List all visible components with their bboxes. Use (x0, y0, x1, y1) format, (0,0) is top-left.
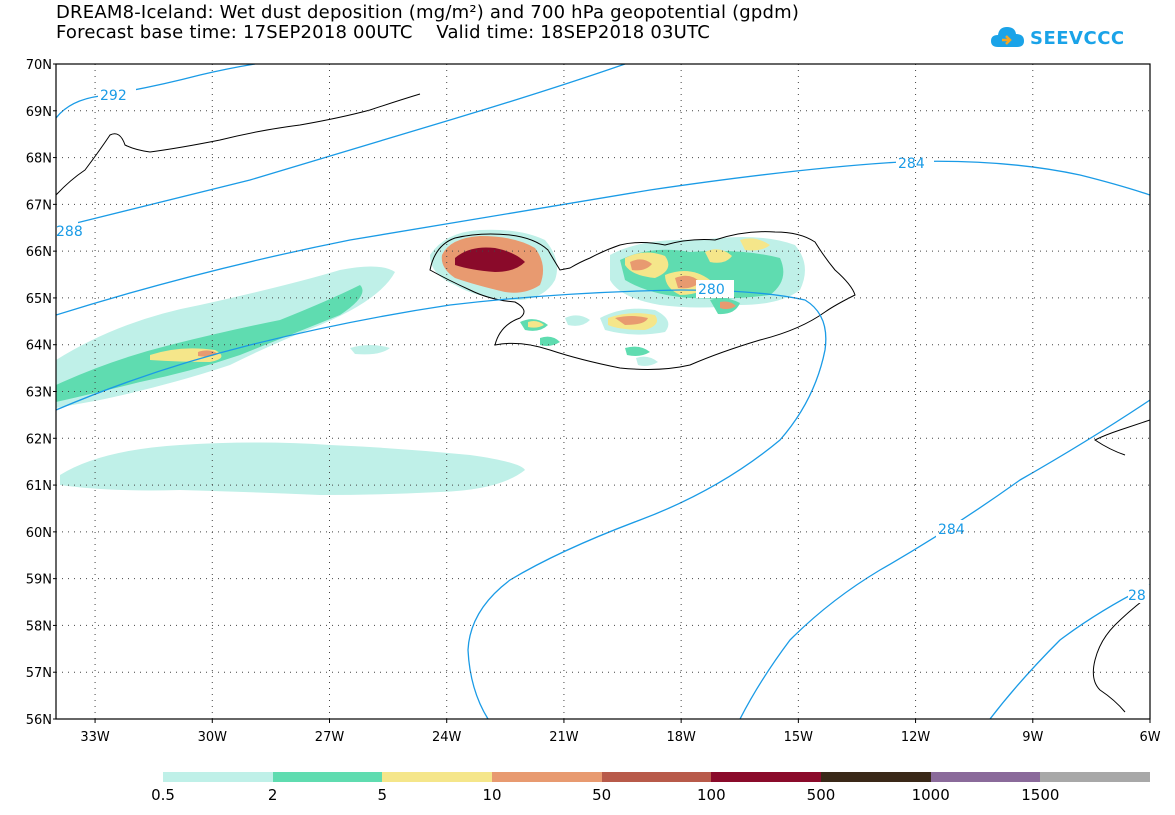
dust-area (528, 321, 544, 328)
longitude-label: 33W (80, 730, 110, 745)
contour-label: 28 (1128, 588, 1146, 604)
dust-area (60, 442, 525, 495)
dust-area (565, 315, 590, 326)
longitude-labels: 33W 30W 27W 24W 21W 18W 15W 12W 9W 6W (80, 719, 1161, 745)
contour-280 (56, 289, 827, 719)
longitude-label: 27W (315, 730, 345, 745)
longitude-label: 12W (901, 730, 931, 745)
longitude-label: 9W (1022, 730, 1043, 745)
latitude-label: 64N (26, 339, 52, 354)
legend-swatch (163, 772, 273, 782)
contour-labels: 292 288 284 280 284 28 (56, 86, 1150, 604)
contour-label: 292 (100, 88, 127, 104)
latitude-label: 59N (26, 573, 52, 588)
grid-lines (56, 64, 1150, 719)
logo-text: SEEVCCC (1030, 27, 1125, 49)
latitude-label: 61N (26, 479, 52, 494)
contour-label: 284 (898, 156, 925, 172)
dust-area (705, 249, 732, 263)
dust-area (455, 247, 525, 272)
legend-label: 1000 (911, 786, 950, 804)
legend-swatch (711, 772, 822, 782)
dust-area (615, 316, 648, 325)
legend-label: 2 (267, 786, 278, 804)
color-legend (163, 772, 1151, 782)
legend-label: 10 (482, 786, 502, 804)
dust-area (636, 356, 658, 366)
legend-label: 5 (377, 786, 388, 804)
latitude-label: 65N (26, 292, 52, 307)
longitude-label: 21W (549, 730, 579, 745)
dust-area (540, 336, 560, 346)
iceland-coastline (429, 231, 856, 370)
legend-label: 100 (697, 786, 726, 804)
latitude-label: 62N (26, 432, 52, 447)
latitude-label: 63N (26, 386, 52, 401)
contour-label: 280 (698, 282, 725, 298)
dust-area (720, 301, 736, 310)
longitude-label: 18W (666, 730, 696, 745)
contour-284-south (739, 399, 1150, 719)
contour-label: 284 (938, 522, 965, 538)
latitude-label: 68N (26, 152, 52, 167)
latitude-label: 69N (26, 105, 52, 120)
contour-label: 288 (56, 224, 83, 240)
legend-label: 50 (592, 786, 612, 804)
dust-deposition-field (56, 229, 805, 495)
longitude-label: 24W (432, 730, 462, 745)
legend-swatch (821, 772, 931, 782)
dust-area (56, 285, 363, 402)
latitude-label: 60N (26, 526, 52, 541)
latitude-label: 56N (26, 713, 52, 728)
coastlines (56, 93, 1150, 713)
latitude-label: 70N (26, 58, 52, 73)
greenland-coastline (56, 93, 421, 196)
contour-292 (56, 64, 256, 119)
map-subtitle: Forecast base time: 17SEP2018 00UTC Vali… (56, 22, 710, 43)
latitude-label: 67N (26, 198, 52, 213)
dust-area (350, 345, 390, 355)
map-title: DREAM8-Iceland: Wet dust deposition (mg/… (56, 2, 800, 23)
dust-area (675, 275, 700, 289)
cloud-icon (991, 27, 1024, 47)
legend-swatch (601, 772, 712, 782)
dust-area (625, 346, 650, 356)
latitude-labels: 70N 69N 68N 67N 66N 65N 64N 63N 62N 61N 60N 59N 58N 5… (26, 58, 56, 728)
longitude-label: 6W (1139, 730, 1160, 745)
legend-swatch (492, 772, 602, 782)
legend-swatch (930, 772, 1041, 782)
scotland-coastline (1094, 419, 1150, 456)
seevccc-logo: SEEVCCC (990, 20, 1125, 56)
contour-288 (56, 64, 626, 229)
latitude-label: 58N (26, 619, 52, 634)
latitude-label: 66N (26, 245, 52, 260)
legend-swatch (1040, 772, 1151, 782)
legend-label: 1500 (1021, 786, 1060, 804)
dust-area (740, 238, 770, 251)
legend-label: 0.5 (151, 786, 175, 804)
longitude-label: 15W (784, 730, 814, 745)
longitude-label: 30W (198, 730, 228, 745)
dust-area (630, 259, 652, 271)
contour-28x (989, 584, 1150, 719)
contour-284-north (56, 160, 1150, 316)
latitude-label: 57N (26, 666, 52, 681)
geopotential-contours (56, 64, 1150, 719)
scotland-coastline (1092, 594, 1150, 713)
legend-label: 500 (806, 786, 836, 804)
legend-swatch (382, 772, 493, 782)
legend-swatch (272, 772, 383, 782)
